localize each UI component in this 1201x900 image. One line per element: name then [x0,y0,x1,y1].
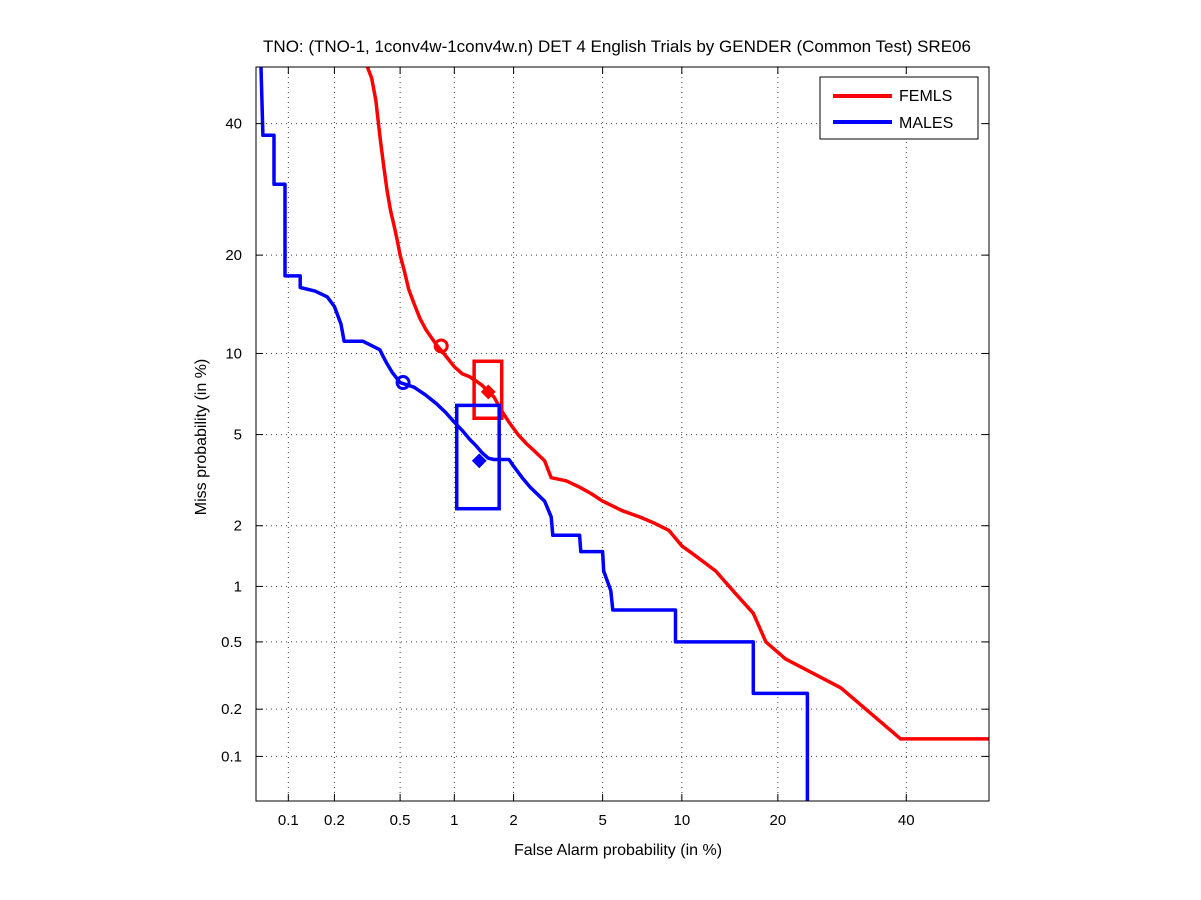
y-axis-label: Miss probability (in %) [193,359,210,515]
legend-box [819,76,979,140]
y-tick-label: 1 [234,578,242,595]
actual-dcf-point-males [471,453,487,469]
plot-area-frame [255,66,990,802]
min-dcf-point-males [395,375,411,391]
min-dcf-point-femls [433,338,449,354]
x-tick-label: 1 [450,812,458,829]
x-tick-label: 10 [673,812,690,829]
actual-dcf-point-femls [480,384,496,400]
y-tick-label: 0.1 [221,748,242,765]
confidence-box-femls [472,359,504,421]
axis-ticks: 0.1 0.2 0.5 1 2 5 10 20 40 0.1 0.2 0.5 1 2 5 10 20 40 [221,67,989,829]
confidence-box-males [454,403,501,511]
x-tick-label: 2 [509,812,517,829]
series-layer [259,67,989,801]
y-tick-label: 20 [225,247,242,264]
y-tick-label: 2 [234,518,242,535]
x-tick-label: 0.2 [324,812,345,829]
x-tick-label: 40 [898,812,915,829]
series-clip-group [259,67,989,801]
legend-label-femls: FEMLS [899,88,952,105]
det-curve-males [259,67,810,801]
x-tick-label: 20 [770,812,787,829]
x-axis-label: False Alarm probability (in %) [514,842,722,859]
y-tick-label: 5 [234,427,242,444]
x-tick-label: 0.5 [390,812,411,829]
y-tick-label: 10 [225,345,242,362]
y-tick-label: 40 [225,116,242,133]
x-tick-label: 5 [598,812,606,829]
legend: FEMLS MALES [819,76,979,140]
chart-title: TNO: (TNO-1, 1conv4w-1conv4w.n) DET 4 En… [263,37,971,56]
legend-label-males: MALES [899,115,953,132]
y-tick-label: 0.5 [221,634,242,651]
y-tick-label: 0.2 [221,701,242,718]
x-tick-label: 0.1 [278,812,299,829]
